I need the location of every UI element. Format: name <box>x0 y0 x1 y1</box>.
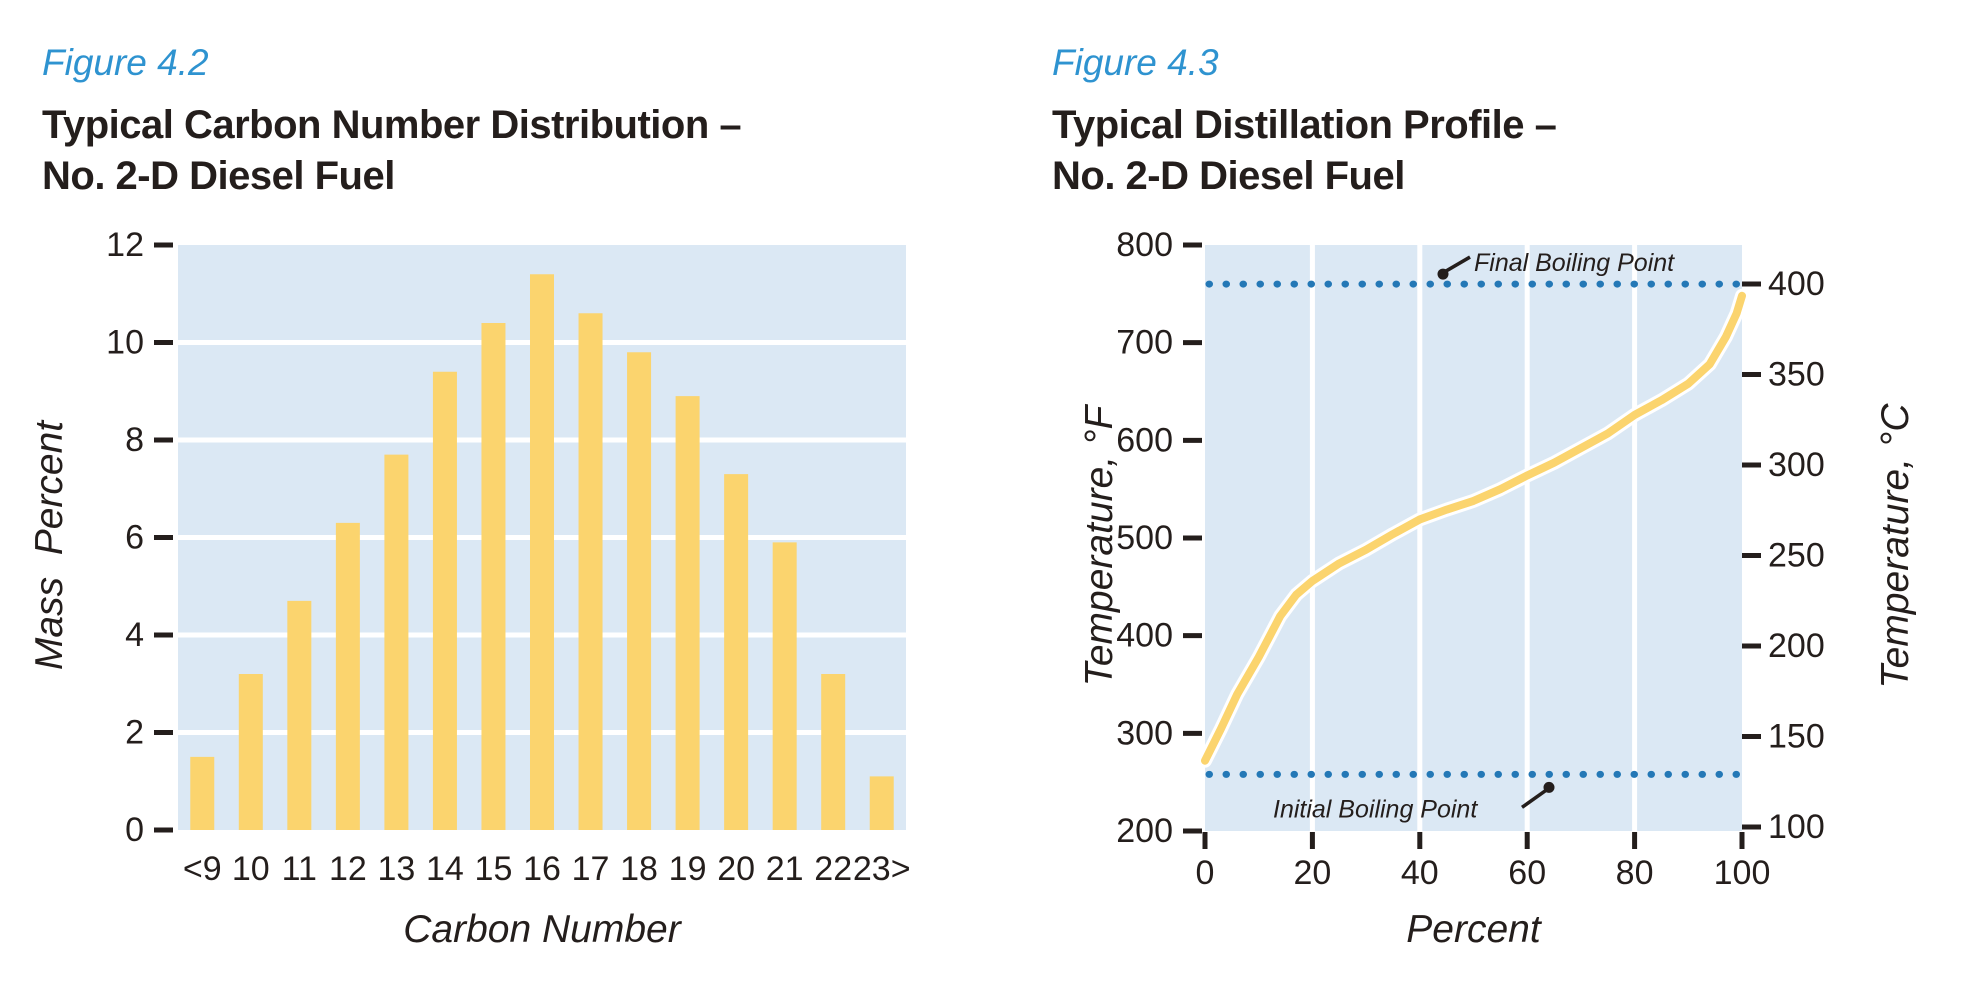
ibp-annotation-label: Initial Boiling Point <box>1273 795 1478 823</box>
ytick-c-label-100: 100 <box>1768 808 1825 846</box>
ytick-c-label-150: 150 <box>1768 718 1825 756</box>
ytick-label-10: 10 <box>106 324 144 362</box>
xtick-label-13: 13 <box>377 850 415 888</box>
bar-11 <box>287 600 312 830</box>
ytick-label-4: 4 <box>125 616 144 654</box>
xtick-label-16: 16 <box>523 850 561 888</box>
figure-4-2-title-line1: Typical Carbon Number Distribution – <box>42 103 742 147</box>
ytick-f-label-600: 600 <box>1116 421 1173 459</box>
line-chart-plot-area <box>1205 245 1742 831</box>
y-axis-title-temperature-f: Temperature, °F <box>1078 403 1121 686</box>
ytick-label-0: 0 <box>125 811 144 849</box>
xtick-label-23>: 23> <box>853 850 911 888</box>
ytick-c-label-400: 400 <box>1768 265 1825 303</box>
bar-19 <box>675 396 700 830</box>
ytick-c-label-200: 200 <box>1768 627 1825 665</box>
bar-15 <box>481 323 506 830</box>
fbp-callout-line <box>1445 255 1471 273</box>
figure-4-2-title: Typical Carbon Number Distribution – No.… <box>42 100 742 202</box>
figure-4-2-label: Figure 4.2 <box>42 42 209 83</box>
x-axis-title-carbon-number: Carbon Number <box>403 908 682 951</box>
xtick-label-11: 11 <box>282 850 317 888</box>
ytick-c-label-300: 300 <box>1768 446 1825 484</box>
ytick-c-label-350: 350 <box>1768 356 1825 394</box>
bar-12 <box>335 522 360 830</box>
figure-4-2-title-line2: No. 2-D Diesel Fuel <box>42 154 395 198</box>
figure-4-3-title-line2: No. 2-D Diesel Fuel <box>1052 154 1405 198</box>
bar-16 <box>530 274 554 830</box>
fbp-callout-dot <box>1437 268 1449 280</box>
xtick-label-14: 14 <box>426 850 464 888</box>
bar-<9 <box>190 756 215 830</box>
figure-4-3-title-line1: Typical Distillation Profile – <box>1052 103 1557 147</box>
xtick-label-17: 17 <box>572 850 610 888</box>
xtick-label-10: 10 <box>232 850 270 888</box>
y-axis-title-temperature-c: Temperature, °C <box>1874 403 1917 689</box>
xtick-label-18: 18 <box>620 850 658 888</box>
figure-4-3-label: Figure 4.3 <box>1052 42 1219 83</box>
ytick-label-2: 2 <box>125 714 144 752</box>
fbp-annotation-label: Final Boiling Point <box>1474 249 1675 277</box>
xtick-label-0: 0 <box>1196 854 1215 892</box>
bar-22 <box>821 674 846 830</box>
bar-23> <box>869 776 894 830</box>
xtick-label-12: 12 <box>329 850 367 888</box>
xtick-label-19: 19 <box>669 850 707 888</box>
x-axis-title-percent: Percent <box>1406 908 1543 951</box>
bar-14 <box>432 371 457 830</box>
bar-18 <box>627 352 652 830</box>
ytick-f-label-200: 200 <box>1116 812 1173 850</box>
xtick-label-15: 15 <box>475 850 513 888</box>
figure-4-3-title: Typical Distillation Profile – No. 2-D D… <box>1052 100 1557 202</box>
ytick-f-label-700: 700 <box>1116 324 1173 362</box>
xtick-label-100: 100 <box>1714 854 1771 892</box>
xtick-label-40: 40 <box>1401 854 1439 892</box>
ytick-label-8: 8 <box>125 421 144 459</box>
ibp-callout-line <box>1520 788 1548 809</box>
y-axis-title-mass-percent: Mass Percent <box>28 419 71 670</box>
ytick-f-label-300: 300 <box>1116 714 1173 752</box>
ytick-c-label-250: 250 <box>1768 537 1825 575</box>
bar-17 <box>578 313 603 830</box>
distillation-curve <box>1201 291 1746 765</box>
xtick-label-80: 80 <box>1616 854 1654 892</box>
xtick-label-20: 20 <box>1293 854 1331 892</box>
xtick-label-20: 20 <box>717 850 755 888</box>
ibp-callout-dot <box>1543 781 1555 793</box>
bar-13 <box>384 454 409 830</box>
xtick-label-22: 22 <box>814 850 852 888</box>
xtick-label-<9: <9 <box>183 850 222 888</box>
ytick-f-label-500: 500 <box>1116 519 1173 557</box>
ytick-f-label-800: 800 <box>1116 226 1173 264</box>
bar-10 <box>238 674 263 830</box>
ytick-f-label-400: 400 <box>1116 617 1173 655</box>
bar-21 <box>772 542 797 830</box>
ytick-label-6: 6 <box>125 519 144 557</box>
bar-20 <box>724 474 749 830</box>
xtick-label-60: 60 <box>1508 854 1546 892</box>
xtick-label-21: 21 <box>766 850 804 888</box>
ytick-label-12: 12 <box>106 226 144 264</box>
